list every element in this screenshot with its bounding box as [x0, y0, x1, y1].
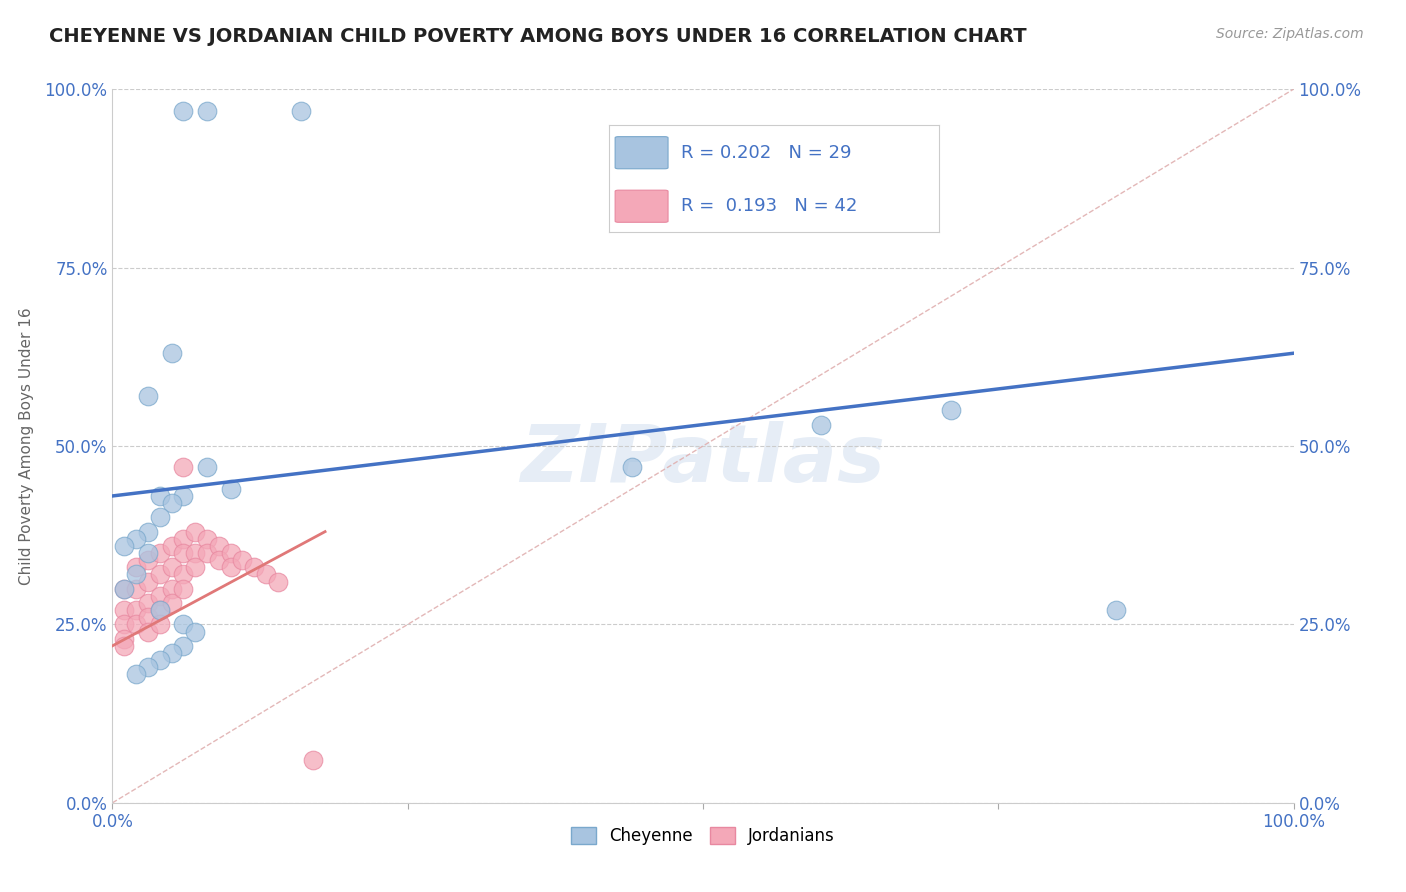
Point — [172, 639, 194, 653]
Point — [172, 460, 194, 475]
Point — [195, 103, 218, 118]
Point — [136, 660, 159, 674]
Point — [243, 560, 266, 574]
Point — [112, 617, 135, 632]
Point — [136, 524, 159, 539]
Point — [160, 582, 183, 596]
Point — [302, 753, 325, 767]
Point — [810, 417, 832, 432]
Point — [172, 103, 194, 118]
Point — [125, 567, 148, 582]
Point — [149, 567, 172, 582]
Point — [172, 567, 194, 582]
Point — [208, 553, 231, 567]
Point — [939, 403, 962, 417]
Point — [172, 582, 194, 596]
Point — [112, 582, 135, 596]
Point — [125, 667, 148, 681]
Point — [112, 582, 135, 596]
Point — [125, 617, 148, 632]
Point — [184, 624, 207, 639]
Point — [136, 553, 159, 567]
Legend: Cheyenne, Jordanians: Cheyenne, Jordanians — [564, 820, 842, 852]
Point — [125, 582, 148, 596]
Point — [184, 560, 207, 574]
Point — [125, 532, 148, 546]
Point — [195, 546, 218, 560]
Point — [172, 489, 194, 503]
Point — [149, 603, 172, 617]
Point — [267, 574, 290, 589]
Point — [160, 596, 183, 610]
Point — [160, 346, 183, 360]
Point — [219, 482, 242, 496]
Point — [231, 553, 253, 567]
Point — [149, 603, 172, 617]
Point — [208, 539, 231, 553]
Point — [149, 617, 172, 632]
Point — [621, 460, 644, 475]
Point — [125, 560, 148, 574]
Point — [149, 489, 172, 503]
Point — [219, 560, 242, 574]
Point — [219, 546, 242, 560]
Point — [136, 596, 159, 610]
Text: CHEYENNE VS JORDANIAN CHILD POVERTY AMONG BOYS UNDER 16 CORRELATION CHART: CHEYENNE VS JORDANIAN CHILD POVERTY AMON… — [49, 27, 1026, 45]
Point — [195, 460, 218, 475]
Point — [184, 524, 207, 539]
Point — [136, 610, 159, 624]
Point — [136, 546, 159, 560]
Point — [112, 632, 135, 646]
Point — [149, 589, 172, 603]
Point — [136, 574, 159, 589]
Point — [136, 389, 159, 403]
Point — [172, 532, 194, 546]
Point — [125, 603, 148, 617]
Point — [172, 546, 194, 560]
Point — [160, 539, 183, 553]
Point — [290, 103, 312, 118]
Point — [160, 646, 183, 660]
Point — [112, 639, 135, 653]
Point — [1105, 603, 1128, 617]
Point — [195, 532, 218, 546]
Point — [149, 510, 172, 524]
Point — [172, 617, 194, 632]
Point — [160, 560, 183, 574]
Text: Source: ZipAtlas.com: Source: ZipAtlas.com — [1216, 27, 1364, 41]
Point — [112, 539, 135, 553]
Point — [112, 603, 135, 617]
Point — [149, 546, 172, 560]
Point — [160, 496, 183, 510]
Text: ZIPatlas: ZIPatlas — [520, 421, 886, 500]
Point — [136, 624, 159, 639]
Y-axis label: Child Poverty Among Boys Under 16: Child Poverty Among Boys Under 16 — [18, 307, 34, 585]
Point — [184, 546, 207, 560]
Point — [149, 653, 172, 667]
Point — [254, 567, 277, 582]
